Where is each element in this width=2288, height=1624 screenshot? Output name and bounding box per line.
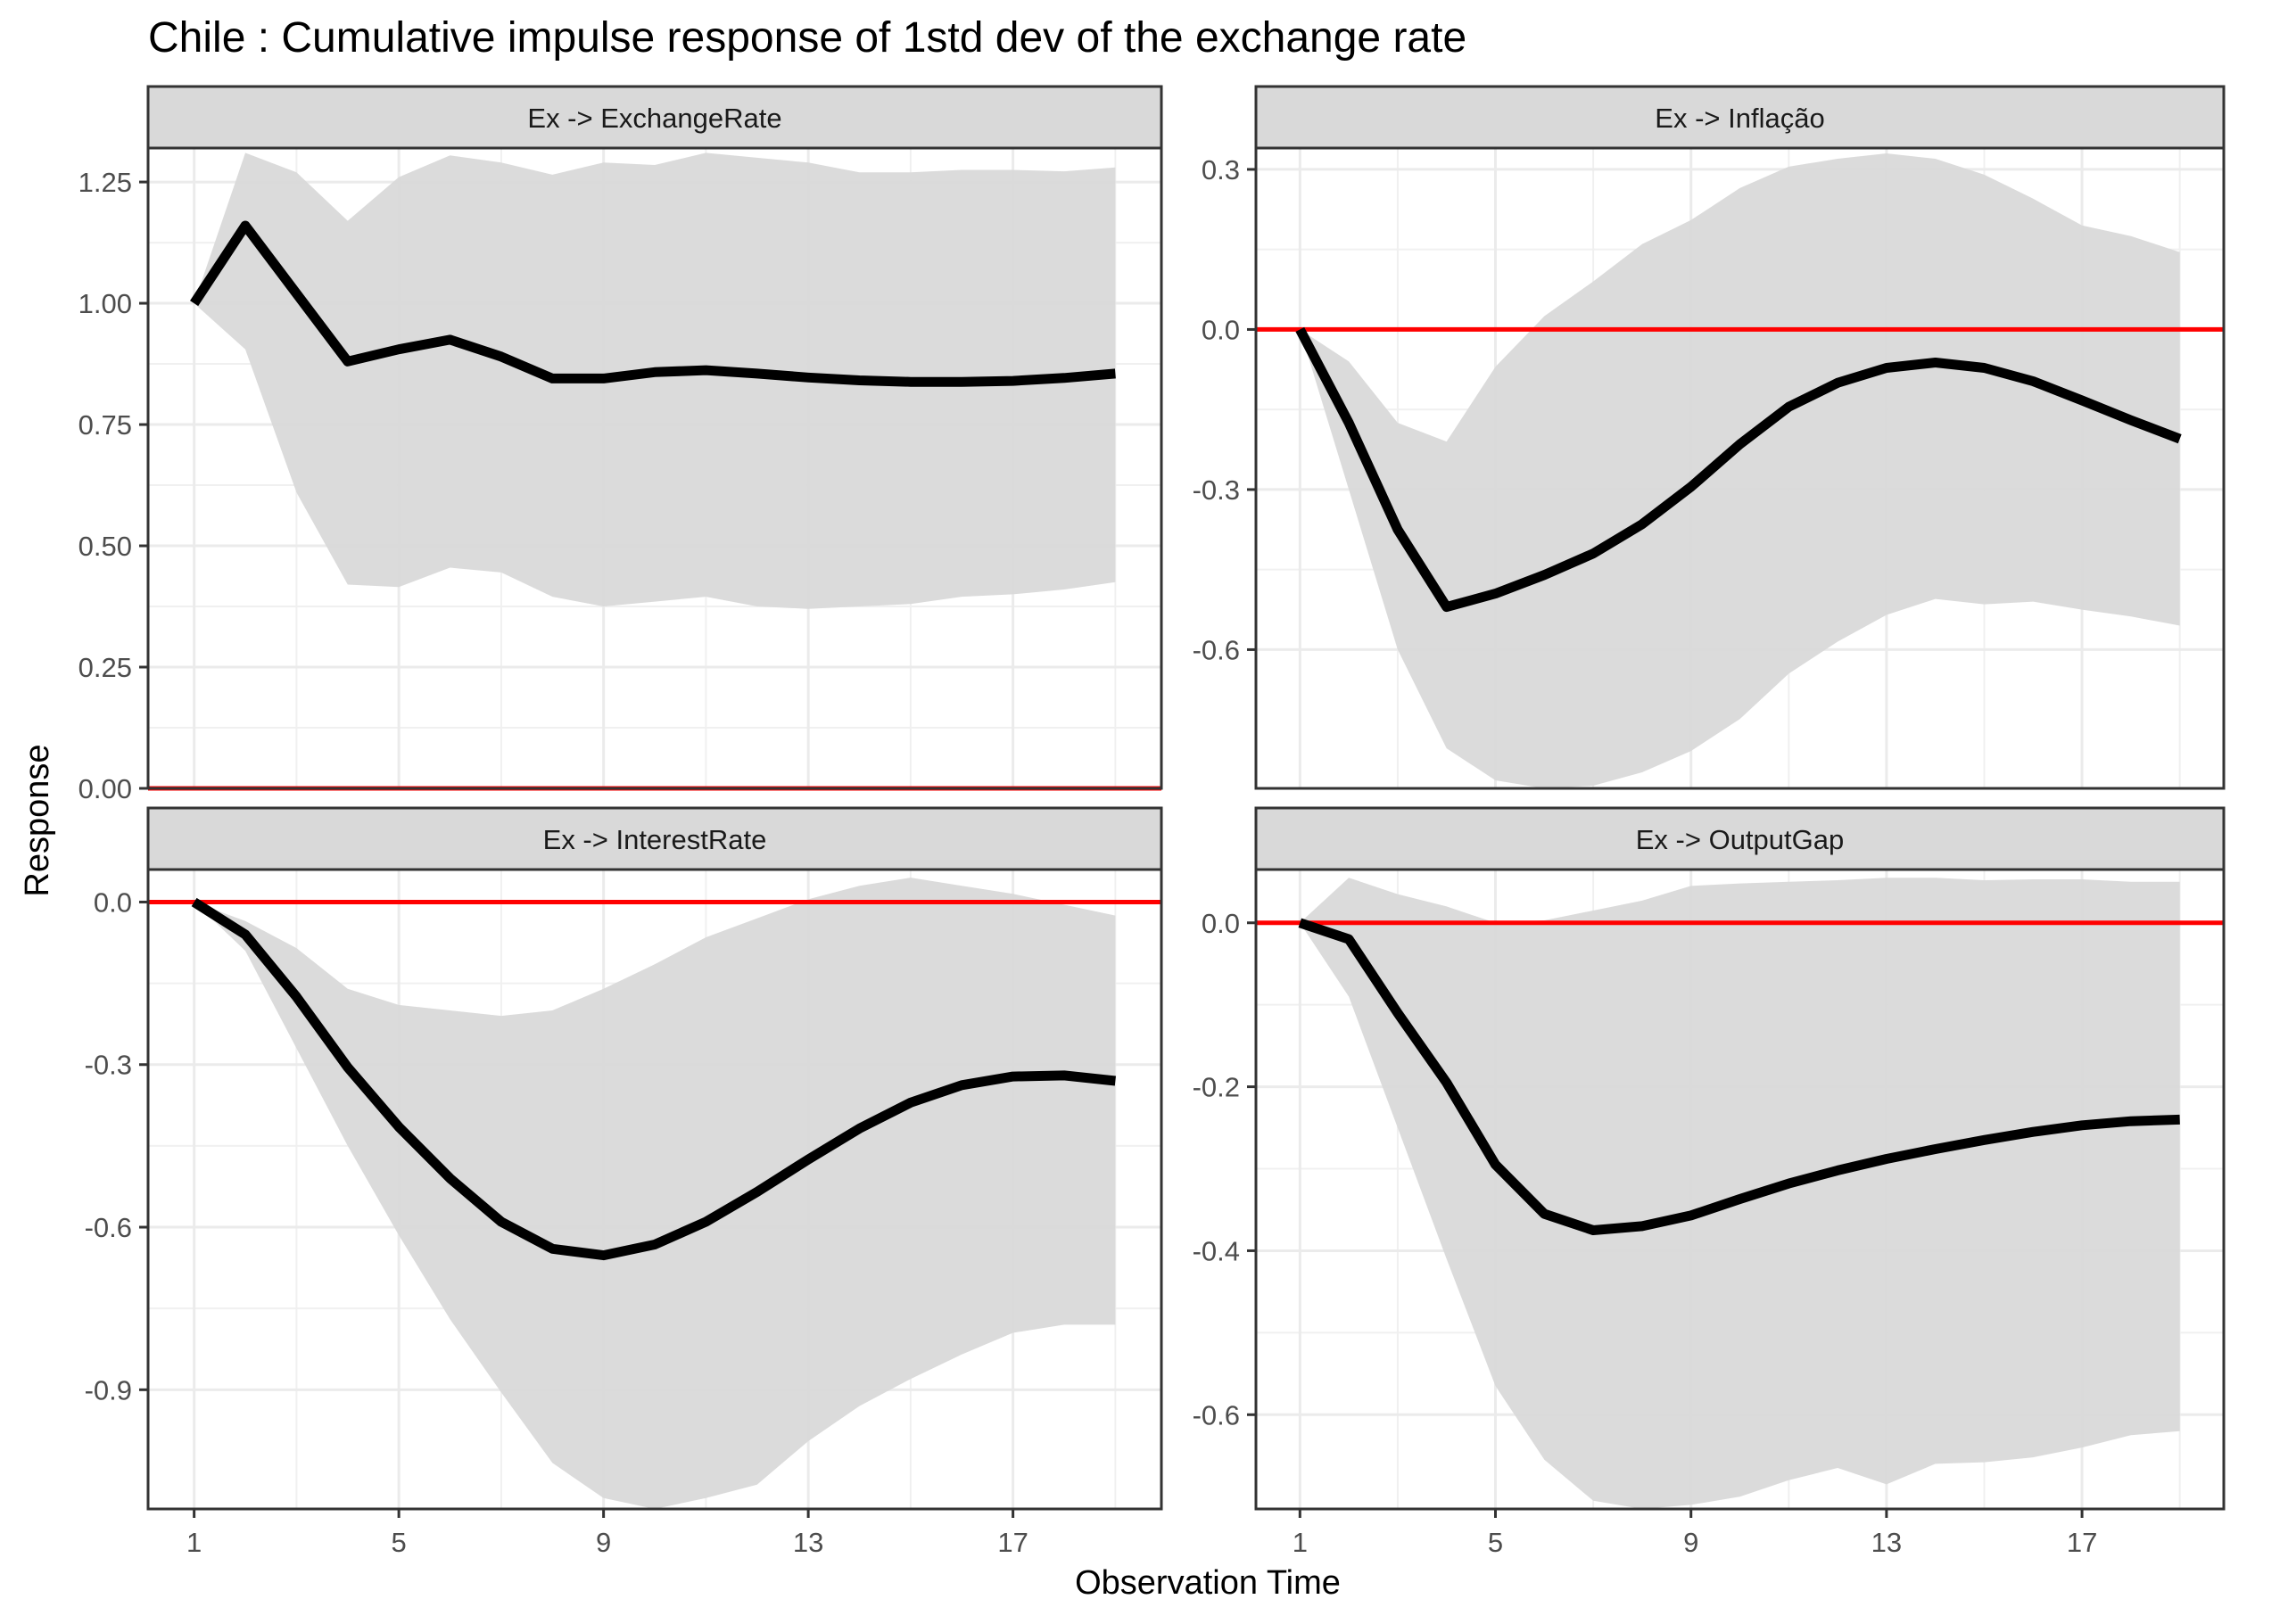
y-tick-label: -0.6 [1193, 634, 1240, 665]
y-tick-label: 0.00 [78, 773, 132, 804]
y-tick-label: 0.0 [94, 886, 132, 918]
facet-strip-label: Ex -> Inflação [1655, 103, 1824, 134]
x-tick-label: 5 [392, 1527, 407, 1558]
response-line [190, 220, 1116, 387]
chart-title: Chile : Cumulative impulse response of 1… [148, 14, 1466, 62]
facet-strip-label: Ex -> OutputGap [1636, 824, 1844, 855]
y-tick-label: -0.2 [1193, 1072, 1240, 1103]
facet-strip-label: Ex -> InterestRate [543, 824, 767, 855]
x-tick-label: 5 [1488, 1527, 1503, 1558]
y-tick-label: 0.75 [78, 409, 132, 441]
y-tick-label: 1.00 [78, 288, 132, 319]
facet-panel: Ex -> InterestRate -0.9 -0.6 -0.3 0.0 1 5 9 13 17 [85, 806, 1163, 1558]
confidence-band [1300, 153, 2180, 788]
response-line [1295, 326, 2182, 613]
y-tick-label: 0.3 [1202, 154, 1240, 185]
x-tick-label: 13 [1871, 1527, 1902, 1558]
y-tick-label: -0.4 [1193, 1235, 1240, 1266]
y-tick-label: 0.50 [78, 531, 132, 562]
facet-panel: Ex -> Inflação -0.6 -0.3 0.0 0.3 [1193, 85, 2226, 790]
x-tick-label: 9 [1683, 1527, 1698, 1558]
x-tick-label: 17 [2067, 1527, 2097, 1558]
confidence-band [1300, 878, 2180, 1509]
y-tick-label: 0.0 [1202, 908, 1240, 939]
facet-panel: Ex -> OutputGap -0.6 -0.4 -0.2 0.0 1 5 9 13 17 [1193, 806, 2226, 1558]
y-tick-label: -0.3 [1193, 474, 1240, 506]
y-tick-label: -0.6 [1193, 1399, 1240, 1430]
y-tick-label: -0.3 [85, 1050, 132, 1081]
confidence-band [194, 878, 1116, 1509]
response-line [1298, 918, 2180, 1235]
facet-panel: Ex -> ExchangeRate 0.00 0.25 0.50 0.75 1.00 1.… [78, 85, 1163, 804]
facet-strip [146, 85, 1163, 150]
x-axis-title: Observation Time [1075, 1564, 1341, 1602]
y-tick-label: 0.0 [1202, 314, 1240, 345]
confidence-band [194, 153, 1116, 609]
y-tick-label: -0.6 [85, 1212, 132, 1243]
y-tick-label: 1.25 [78, 167, 132, 198]
facet-strip-label: Ex -> ExchangeRate [527, 103, 781, 134]
x-tick-label: 13 [793, 1527, 823, 1558]
y-tick-label: -0.9 [85, 1374, 132, 1406]
facet-strip [1254, 85, 2226, 150]
response-line [191, 897, 1116, 1261]
facet-strip [1254, 806, 2226, 871]
x-tick-label: 1 [186, 1527, 202, 1558]
x-tick-label: 9 [596, 1527, 611, 1558]
x-tick-label: 17 [997, 1527, 1028, 1558]
y-tick-label: 0.25 [78, 652, 132, 683]
x-tick-label: 1 [1293, 1527, 1308, 1558]
facet-panels: Ex -> ExchangeRate 0.00 0.25 0.50 0.75 1.00 1.… [78, 85, 2226, 1558]
y-axis-title: Response [19, 744, 56, 896]
facet-strip [146, 806, 1163, 871]
